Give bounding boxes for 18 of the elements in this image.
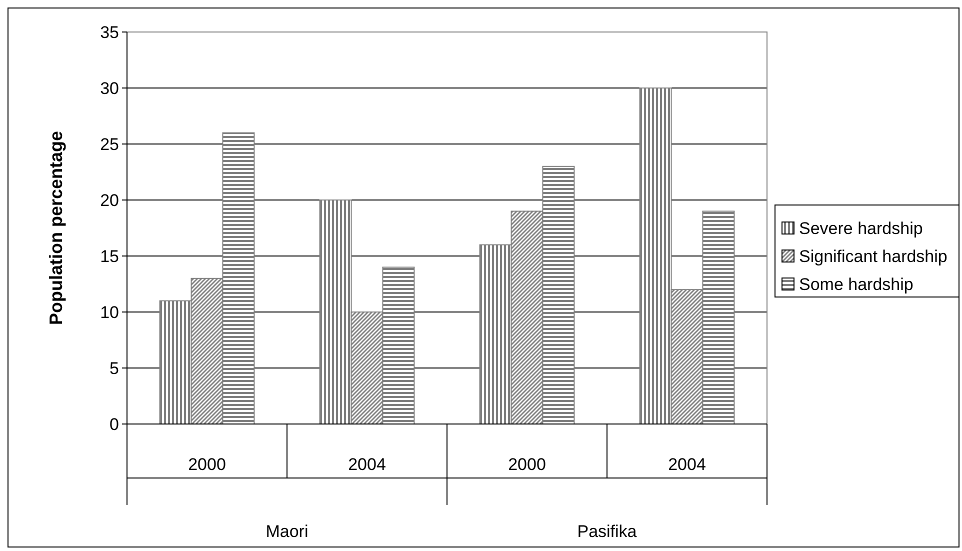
y-tick-label: 25 — [100, 134, 119, 154]
y-tick-label: 5 — [110, 358, 119, 378]
x-tick-label: 2000 — [508, 455, 546, 474]
x-tick-label: 2004 — [668, 455, 706, 474]
y-tick-label: 15 — [100, 246, 119, 266]
legend-label: Significant hardship — [799, 246, 948, 266]
legend-label: Severe hardship — [799, 218, 923, 238]
y-tick-label: 30 — [100, 78, 119, 98]
y-axis-title: Population percentage — [46, 130, 66, 326]
y-tick-label: 10 — [100, 302, 119, 322]
text: Maori — [266, 522, 308, 541]
x-tick-label: 2000 — [188, 455, 226, 474]
x-tick-label: 2004 — [348, 455, 386, 474]
y-tick-label: 35 — [100, 22, 119, 42]
y-tick-label: 0 — [110, 414, 119, 434]
y-tick-label: 20 — [100, 190, 119, 210]
text: Pasifika — [577, 522, 638, 541]
legend-label: Some hardship — [799, 274, 914, 294]
